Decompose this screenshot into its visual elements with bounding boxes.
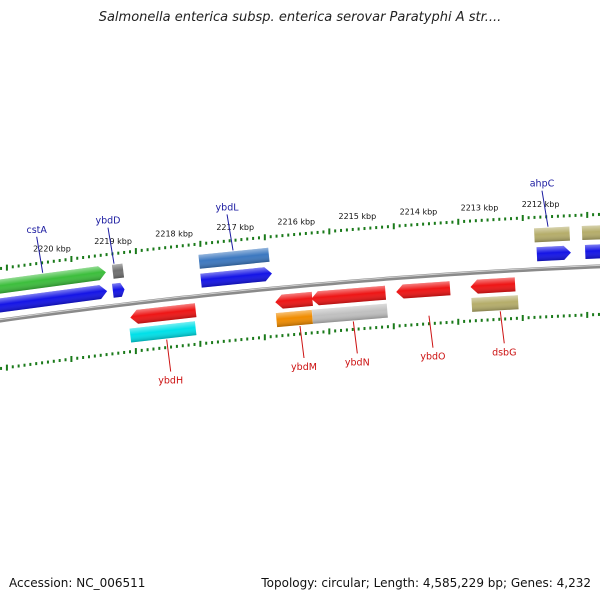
lower-ruler [0,311,600,371]
gene-shading [311,303,388,324]
gene-feature[interactable] [311,285,387,306]
gene-shading [275,291,313,309]
gene-feature[interactable] [200,267,272,288]
gene-leader-line [499,311,505,344]
gene-shading [534,226,570,243]
gene-feature[interactable] [471,295,519,312]
gene-shading [130,303,197,324]
backbone-highlight [0,264,600,321]
gene-leader-line [299,325,305,359]
gene-label[interactable]: ybdM [291,362,317,373]
gene-leader-line [226,214,234,251]
gene-shading [129,321,197,343]
gene-shading [198,247,270,269]
gene-shading [200,267,272,288]
gene-label[interactable]: ybdD [96,216,121,227]
gene-feature[interactable] [111,263,125,279]
gene-feature[interactable] [581,223,600,241]
gene-label[interactable]: cstA [26,225,47,236]
gene-shading [275,309,313,328]
gene-leader-line [36,236,44,273]
gene-feature[interactable] [584,243,600,259]
gene-label-layer: cstA ybdD ybdL ahpC ybdH ybdM ybdN ybdO dsbG [26,179,554,387]
kbp-tick-label: 2219 kbp [94,237,132,246]
feature-layer [0,223,600,343]
gene-shading [311,285,387,306]
kbp-tick-label: 2216 kbp [277,217,315,226]
gene-label[interactable]: ybdH [158,376,183,387]
gene-feature[interactable] [129,321,197,343]
kbp-tick-label: 2214 kbp [400,207,438,216]
gene-shading [581,223,600,241]
gene-feature[interactable] [275,291,313,309]
kbp-tick-label: 2212 kbp [522,200,560,209]
gene-shading [584,243,600,259]
kbp-tick-label: 2215 kbp [338,212,376,221]
gene-leader-line [541,190,549,227]
backbone-layer [0,264,600,323]
gene-feature[interactable] [534,226,570,243]
kbp-tick-label: 2220 kbp [33,245,71,254]
gene-feature[interactable] [0,284,108,318]
gene-feature[interactable] [470,277,516,294]
gene-feature[interactable] [311,303,388,324]
gene-leader-line [166,339,172,372]
gene-label[interactable]: ybdL [216,202,240,213]
gene-shading [0,266,106,299]
gene-feature[interactable] [198,247,270,269]
gene-feature[interactable] [130,303,197,324]
gene-shading [470,277,516,294]
gene-shading [471,295,519,312]
gene-feature[interactable] [275,309,313,328]
gene-feature[interactable] [0,265,107,299]
gene-shading [111,263,125,279]
map-title: Salmonella enterica subsp. enterica sero… [98,10,502,25]
genome-summary-text: Topology: circular; Length: 4,585,229 bp… [261,576,591,590]
gene-leader-line [352,321,358,354]
gene-feature[interactable] [112,282,125,298]
kbp-tick-label: 2217 kbp [216,223,254,232]
gene-label[interactable]: ybdN [345,357,370,368]
gene-label[interactable]: dsbG [492,347,516,358]
gene-feature[interactable] [536,245,572,262]
kbp-tick-label: 2213 kbp [461,203,499,212]
gene-label[interactable]: ybdO [420,352,445,363]
gene-leader-line [428,315,434,348]
gene-shading [112,282,125,298]
gene-leader-line [107,227,115,264]
kbp-tick-label: 2218 kbp [155,230,193,239]
gene-label[interactable]: ahpC [530,179,555,190]
chromosome-backbone [0,264,600,323]
gene-feature[interactable] [396,281,451,299]
gene-shading [396,281,451,299]
gene-shading [536,245,571,262]
accession-text: Accession: NC_006511 [9,576,146,590]
gene-shading [0,285,108,318]
